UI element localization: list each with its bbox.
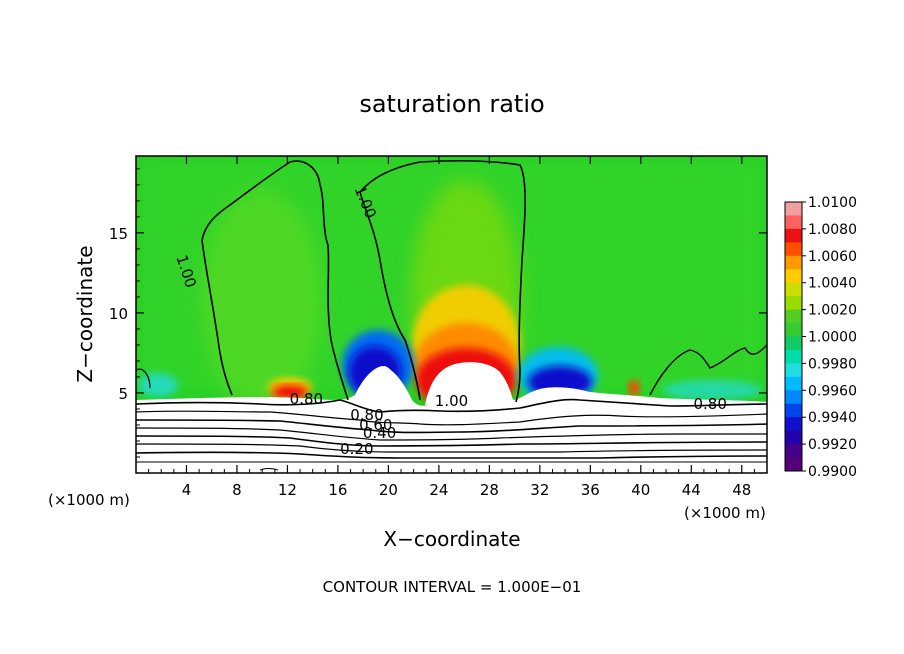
colorbar-label: 1.0080 bbox=[808, 222, 857, 238]
x-tick-label: 16 bbox=[328, 481, 347, 499]
colorbar-label: 1.0100 bbox=[808, 195, 857, 211]
x-tick-label: 20 bbox=[379, 481, 398, 499]
colorbar-swatch bbox=[785, 403, 802, 418]
x-unit-left: (×1000 m) bbox=[48, 491, 130, 509]
left-updraft-shading bbox=[202, 190, 322, 410]
y-tick-label: 5 bbox=[118, 385, 128, 403]
x-tick-label: 12 bbox=[278, 481, 297, 499]
contour-label: 0.40 bbox=[363, 424, 396, 442]
x-tick-label: 4 bbox=[182, 481, 192, 499]
colorbar-swatch bbox=[785, 444, 802, 459]
y-axis-label: Z−coordinate bbox=[73, 245, 97, 382]
colorbar-label: 0.9900 bbox=[808, 464, 857, 480]
colorbar-swatch bbox=[785, 457, 802, 472]
contour-label: 0.80 bbox=[290, 390, 323, 408]
contour-0.40 bbox=[136, 435, 767, 447]
colorbar: 1.0100 1.0080 1.0060 1.0040 1.0020 1.0000 0.99… bbox=[784, 195, 857, 480]
colorbar-label: 0.9940 bbox=[808, 410, 857, 426]
contour-0.20 bbox=[136, 451, 767, 459]
x-tick-label: 40 bbox=[631, 481, 650, 499]
contour-1.00-center bbox=[359, 159, 526, 403]
x-unit-right: (×1000 m) bbox=[684, 504, 766, 522]
saturation-field bbox=[136, 156, 767, 473]
x-tick-label: 44 bbox=[682, 481, 701, 499]
colorbar-swatch bbox=[785, 255, 802, 270]
contour-1.00-left bbox=[201, 160, 349, 401]
contour-label: 0.20 bbox=[340, 440, 373, 458]
colorbar-swatch bbox=[785, 336, 802, 351]
colorbar-label: 1.0060 bbox=[808, 249, 857, 265]
colorbar-swatch bbox=[785, 363, 802, 378]
x-axis: 4 8 12 16 20 24 28 32 36 40 44 48 bbox=[148, 156, 755, 499]
contour-0.80 bbox=[136, 398, 767, 413]
x-axis-label: X−coordinate bbox=[383, 527, 520, 551]
colorbar-swatch bbox=[785, 242, 802, 257]
colorbar-label: 1.0020 bbox=[808, 303, 857, 319]
colorbar-swatch bbox=[785, 269, 802, 284]
contour-label: 1.00 bbox=[435, 392, 468, 410]
colorbar-label: 1.0040 bbox=[808, 276, 857, 292]
y-tick-label: 15 bbox=[109, 225, 128, 243]
colorbar-swatch bbox=[785, 215, 802, 230]
contour-label: 0.80 bbox=[350, 406, 383, 424]
colorbar-swatch bbox=[785, 376, 802, 391]
x-tick-label: 32 bbox=[530, 481, 549, 499]
colorbar-swatch bbox=[785, 390, 802, 405]
colorbar-swatch bbox=[785, 309, 802, 324]
colorbar-label: 1.0000 bbox=[808, 330, 857, 346]
colorbar-swatch bbox=[785, 430, 802, 445]
colorbar-label: 0.9980 bbox=[808, 356, 857, 372]
x-tick-label: 48 bbox=[732, 481, 751, 499]
x-tick-label: 36 bbox=[581, 481, 600, 499]
y-axis: 5 10 15 bbox=[109, 168, 767, 458]
contour-lines bbox=[136, 159, 767, 471]
x-tick-label: 8 bbox=[232, 481, 242, 499]
contour-0.60 bbox=[136, 419, 767, 434]
contour-interval-note: CONTOUR INTERVAL = 1.000E−01 bbox=[323, 578, 582, 596]
colorbar-swatch bbox=[785, 282, 802, 297]
x-tick-label: 28 bbox=[480, 481, 499, 499]
colorbar-swatch bbox=[785, 349, 802, 364]
colorbar-swatch bbox=[785, 228, 802, 243]
colorbar-swatch bbox=[785, 202, 802, 216]
colorbar-label: 0.9920 bbox=[808, 437, 857, 453]
x-tick-label: 24 bbox=[429, 481, 448, 499]
contour-label: 0.80 bbox=[694, 395, 727, 413]
chart-title: saturation ratio bbox=[359, 90, 544, 118]
colorbar-swatch bbox=[785, 417, 802, 432]
y-tick-label: 10 bbox=[109, 305, 128, 323]
colorbar-swatch bbox=[785, 323, 802, 337]
colorbar-swatch bbox=[785, 296, 802, 311]
contour-label: 0.60 bbox=[359, 416, 392, 434]
colorbar-label: 0.9960 bbox=[808, 383, 857, 399]
